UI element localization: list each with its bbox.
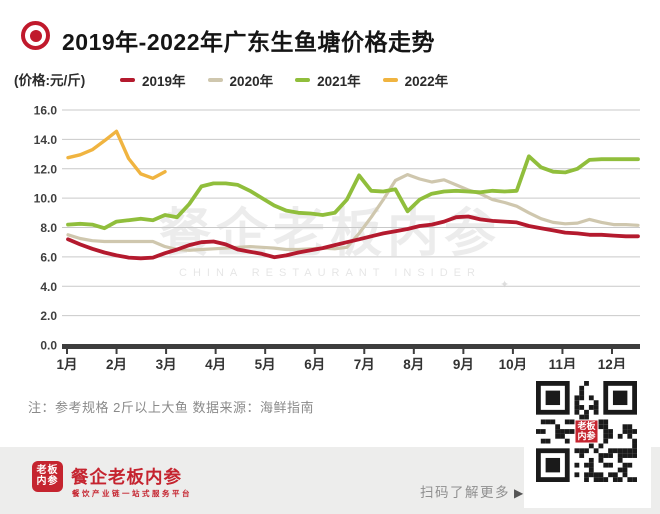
svg-text:14.0: 14.0 xyxy=(34,133,58,147)
legend-item-2021: 2021年 xyxy=(295,70,361,90)
footnote: 注：参考规格 2斤以上大鱼 数据来源：海鲜指南 xyxy=(28,400,314,415)
arrow-right-icon: ▶ xyxy=(514,486,525,500)
legend-item-2020: 2020年 xyxy=(207,70,274,90)
svg-text:8.0: 8.0 xyxy=(40,221,57,235)
qr-code: 老板内参 xyxy=(536,381,637,482)
legend-label-2022: 2022年 xyxy=(404,74,449,89)
svg-text:5月: 5月 xyxy=(255,357,276,372)
brand-logo-text-2: 内参 xyxy=(36,475,59,487)
svg-text:10月: 10月 xyxy=(499,357,528,372)
page-title: 2019年-2022年广东生鱼塘价格走势 xyxy=(62,29,435,55)
brand-logo: 老板 内参 xyxy=(32,461,63,492)
legend-dash-2021-icon xyxy=(295,78,311,82)
legend-dash-2020-icon xyxy=(207,78,223,82)
legend-label-2020: 2020年 xyxy=(229,74,274,89)
y-axis-unit-label: (价格:元/斤) xyxy=(14,73,86,88)
svg-text:6月: 6月 xyxy=(304,357,325,372)
svg-text:16.0: 16.0 xyxy=(34,104,58,118)
svg-text:内参: 内参 xyxy=(577,430,596,441)
legend-dash-2022-icon xyxy=(382,78,398,82)
svg-text:12.0: 12.0 xyxy=(34,162,58,176)
legend-label-2019: 2019年 xyxy=(142,74,186,89)
svg-text:4.0: 4.0 xyxy=(40,280,57,294)
brand-tagline: 餐饮产业链一站式服务平台 xyxy=(72,489,192,498)
svg-text:2.0: 2.0 xyxy=(40,309,57,323)
legend-item-2022: 2022年 xyxy=(382,70,449,90)
bullseye-icon xyxy=(21,21,51,51)
svg-text:老板: 老板 xyxy=(576,420,596,431)
brand-logo-text-1: 老板 xyxy=(36,465,59,476)
svg-text:9月: 9月 xyxy=(453,357,474,372)
price-trend-line-chart: 16.0 14.0 12.0 10.0 8.0 6.0 4.0 2.0 0.0 1月 2月 3月 4月 5… xyxy=(34,104,640,372)
svg-text:2月: 2月 xyxy=(106,357,127,372)
svg-text:12月: 12月 xyxy=(598,357,627,372)
chart-svg: 16.0 14.0 12.0 10.0 8.0 6.0 4.0 2.0 0.0 1月 2月 3月 4月 5… xyxy=(34,104,640,372)
scan-qr-cta-text: 扫码了解更多 xyxy=(420,485,510,500)
svg-text:4月: 4月 xyxy=(205,357,226,372)
scan-qr-cta: 扫码了解更多 ▶ xyxy=(420,481,525,501)
chart-legend: 2019年 2020年 2021年 2022年 xyxy=(120,70,448,90)
brand-name: 餐企老板内参 xyxy=(71,467,182,487)
svg-text:10.0: 10.0 xyxy=(34,192,58,206)
svg-text:11月: 11月 xyxy=(549,357,577,372)
legend-item-2019: 2019年 xyxy=(120,70,186,90)
svg-text:3月: 3月 xyxy=(156,357,177,372)
svg-text:1月: 1月 xyxy=(56,357,77,372)
svg-text:6.0: 6.0 xyxy=(40,250,57,264)
svg-text:0.0: 0.0 xyxy=(40,339,57,353)
legend-dash-2019-icon xyxy=(120,78,135,82)
svg-text:8月: 8月 xyxy=(403,357,424,372)
watermark-star-icon: ✦ xyxy=(500,279,510,291)
legend-label-2021: 2021年 xyxy=(317,74,361,89)
svg-text:7月: 7月 xyxy=(354,357,375,372)
